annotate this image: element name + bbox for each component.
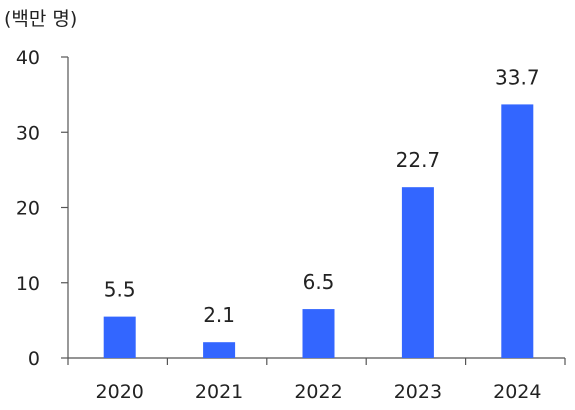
data-label-2024: 33.7: [495, 65, 540, 89]
x-tick-label-2022: 2022: [294, 381, 342, 403]
x-tick-label-2021: 2021: [195, 381, 243, 403]
bar-2020: [103, 316, 136, 358]
y-tick-label: 0: [28, 348, 40, 370]
data-label-2022: 6.5: [303, 270, 335, 294]
y-tick-label: 40: [16, 47, 40, 69]
bar-2024: [501, 104, 534, 358]
x-tick-label-2024: 2024: [493, 381, 541, 403]
y-tick-label: 20: [16, 198, 40, 220]
data-label-2023: 22.7: [396, 148, 441, 172]
y-tick-label: 10: [16, 273, 40, 295]
x-tick-label-2020: 2020: [96, 381, 144, 403]
bar-2023: [401, 187, 434, 358]
data-label-2021: 2.1: [203, 303, 235, 327]
y-tick-label: 30: [16, 122, 40, 144]
x-tick-label-2023: 2023: [394, 381, 442, 403]
bar-2022: [302, 309, 335, 358]
data-label-2020: 5.5: [104, 278, 136, 302]
bar-2021: [203, 342, 236, 358]
y-axis-unit-label: (백만 명): [4, 8, 78, 30]
